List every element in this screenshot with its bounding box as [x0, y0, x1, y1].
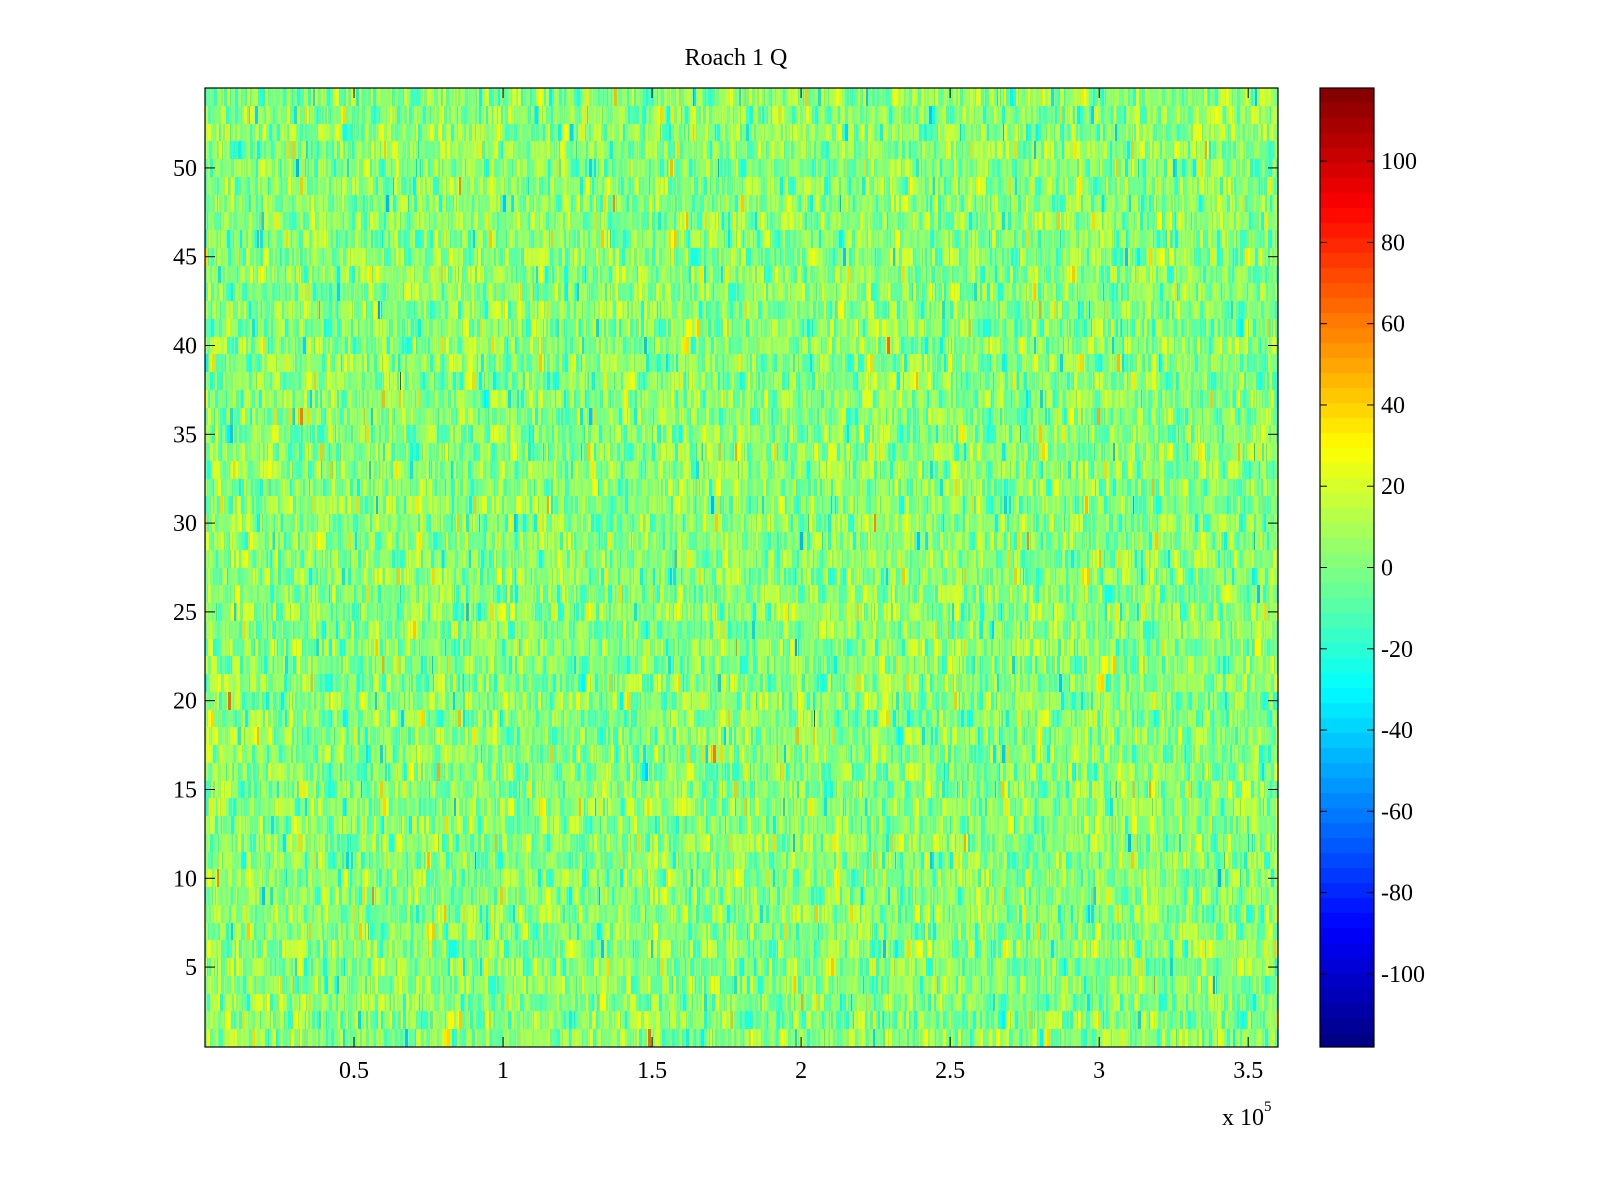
colorbar-tick-label: 40	[1381, 393, 1405, 419]
x-tick-label: 3	[1093, 1058, 1105, 1084]
y-tick-label: 30	[173, 511, 197, 537]
x-multiplier: x 105	[1222, 1099, 1272, 1131]
x-tick-label: 2	[795, 1058, 807, 1084]
plot-frame	[204, 87, 1279, 1048]
x-tick-label: 3.5	[1233, 1058, 1263, 1084]
colorbar-tick-label: -100	[1381, 962, 1425, 988]
x-tick-label: 1.5	[637, 1058, 667, 1084]
x-tick-label: 0.5	[339, 1058, 369, 1084]
y-tick-label: 20	[173, 689, 197, 715]
chart-title: Roach 1 Q	[685, 45, 788, 71]
y-tick-label: 50	[173, 156, 197, 182]
y-tick-label: 5	[185, 955, 197, 981]
colorbar-tick-label: 100	[1381, 149, 1417, 175]
y-tick-label: 10	[173, 866, 197, 892]
y-tick-label: 40	[173, 334, 197, 360]
colorbar-axis: -100 -80 -60 -40 -20 0 20 40 60 80 100	[1320, 149, 1425, 988]
colorbar-tick-label: -20	[1381, 637, 1413, 663]
colorbar-tick-label: -40	[1381, 718, 1413, 744]
x-tick-label: 2.5	[935, 1058, 965, 1084]
heatmap-image	[205, 88, 1278, 1047]
colorbar-tick-label: 80	[1381, 230, 1405, 256]
colorbar-tick-label: 20	[1381, 474, 1405, 500]
x-axis: 0.5 1 1.5 2 2.5 3 3.5	[339, 88, 1263, 1084]
x-tick-label: 1	[497, 1058, 509, 1084]
y-tick-label: 35	[173, 422, 197, 448]
x-multiplier-exponent: 5	[1264, 1099, 1272, 1115]
colorbar-tick-label: 0	[1381, 556, 1393, 582]
y-axis: 5 10 15 20 25 30 35 40 45 50	[173, 156, 1278, 981]
colorbar	[1320, 88, 1374, 1047]
y-tick-label: 15	[173, 777, 197, 803]
x-multiplier-base: x 10	[1222, 1105, 1264, 1131]
y-tick-label: 45	[173, 245, 197, 271]
colorbar-tick-label: -60	[1381, 799, 1413, 825]
colorbar-tick-label: -80	[1381, 881, 1413, 907]
colorbar-frame	[1319, 87, 1375, 1048]
y-tick-label: 25	[173, 600, 197, 626]
colorbar-tick-label: 60	[1381, 312, 1405, 338]
